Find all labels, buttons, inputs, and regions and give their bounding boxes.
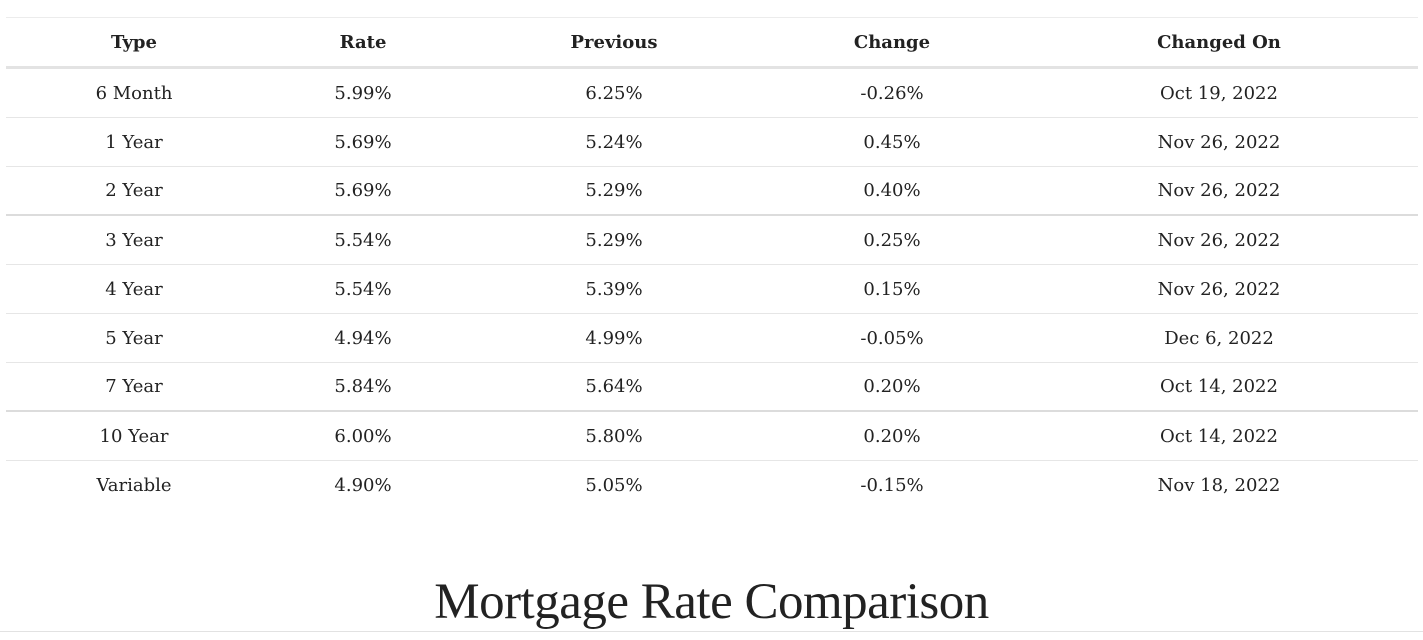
cell-previous: 5.64% [464, 362, 764, 412]
cell-changed-on: Nov 26, 2022 [1020, 215, 1418, 265]
cell-previous: 5.24% [464, 117, 764, 167]
cell-changed-on: Nov 26, 2022 [1020, 264, 1418, 314]
section-heading: Mortgage Rate Comparison [434, 574, 989, 630]
cell-previous: 5.05% [585, 474, 643, 496]
cell-type: 1 Year [6, 117, 262, 167]
cell-changed-on: Nov 18, 2022 [1157, 474, 1281, 496]
cell-previous: 5.80% [464, 411, 764, 461]
cell-rate: 4.94% [262, 313, 464, 363]
cell-changed-on: Nov 26, 2022 [1020, 166, 1418, 216]
cell-rate: 5.69% [262, 166, 464, 216]
cell-type: 10 Year [6, 411, 262, 461]
table-header: Type Rate Previous Change Changed On [6, 18, 1418, 69]
cell-rate: 5.54% [262, 264, 464, 314]
cell-change: 0.45% [764, 117, 1020, 167]
cell-rate: 6.00% [262, 411, 464, 461]
header-changed-on: Changed On [1020, 18, 1418, 69]
header-change: Change [764, 18, 1020, 69]
cell-type: 4 Year [6, 264, 262, 314]
cell-change: -0.15% [860, 474, 924, 496]
cell-change: -0.26% [764, 67, 1020, 118]
cell-changed-on: Nov 26, 2022 [1020, 117, 1418, 167]
cell-previous: 5.29% [464, 166, 764, 216]
table-top-divider [6, 17, 1418, 18]
table-row: 3 Year 5.54% 5.29% 0.25% Nov 26, 2022 [6, 215, 1418, 265]
table-row: Variable 4.90% 5.05% -0.15% Nov 18, 2022 [6, 461, 1418, 510]
cell-type: 3 Year [6, 215, 262, 265]
cell-change: 0.40% [764, 166, 1020, 216]
header-row: Type Rate Previous Change Changed On [6, 18, 1418, 69]
cell-rate: 5.99% [262, 67, 464, 118]
cell-change: 0.20% [764, 362, 1020, 412]
cell-changed-on: Oct 14, 2022 [1020, 411, 1418, 461]
cell-changed-on: Oct 19, 2022 [1020, 67, 1418, 118]
table-row: 4 Year 5.54% 5.39% 0.15% Nov 26, 2022 [6, 264, 1418, 314]
cell-rate: 5.54% [262, 215, 464, 265]
cell-changed-on: Oct 14, 2022 [1020, 362, 1418, 412]
cell-previous: 6.25% [464, 67, 764, 118]
mortgage-rates-table: Type Rate Previous Change Changed On 6 M… [6, 18, 1418, 509]
cell-type: 7 Year [6, 362, 262, 412]
table-row: 5 Year 4.94% 4.99% -0.05% Dec 6, 2022 [6, 313, 1418, 363]
cell-previous: 5.29% [464, 215, 764, 265]
cell-rate: 5.84% [262, 362, 464, 412]
cell-type: 5 Year [6, 313, 262, 363]
table-row: 1 Year 5.69% 5.24% 0.45% Nov 26, 2022 [6, 117, 1418, 167]
table-row: 2 Year 5.69% 5.29% 0.40% Nov 26, 2022 [6, 166, 1418, 216]
cell-change: -0.05% [764, 313, 1020, 363]
cell-type: Variable [96, 474, 172, 496]
section-divider [0, 631, 1423, 632]
table-row: 6 Month 5.99% 6.25% -0.26% Oct 19, 2022 [6, 67, 1418, 118]
header-type: Type [6, 18, 262, 69]
table-row: 7 Year 5.84% 5.64% 0.20% Oct 14, 2022 [6, 362, 1418, 412]
cell-type: 2 Year [6, 166, 262, 216]
cell-previous: 4.99% [464, 313, 764, 363]
table-body: 6 Month 5.99% 6.25% -0.26% Oct 19, 2022 … [6, 67, 1418, 510]
cell-change: 0.15% [764, 264, 1020, 314]
cell-previous: 5.39% [464, 264, 764, 314]
cell-rate: 4.90% [334, 474, 392, 496]
header-previous: Previous [464, 18, 764, 69]
cell-changed-on: Dec 6, 2022 [1020, 313, 1418, 363]
table-row: 10 Year 6.00% 5.80% 0.20% Oct 14, 2022 [6, 411, 1418, 461]
cell-type: 6 Month [6, 67, 262, 118]
cell-rate: 5.69% [262, 117, 464, 167]
cell-change: 0.20% [764, 411, 1020, 461]
cell-change: 0.25% [764, 215, 1020, 265]
header-rate: Rate [262, 18, 464, 69]
